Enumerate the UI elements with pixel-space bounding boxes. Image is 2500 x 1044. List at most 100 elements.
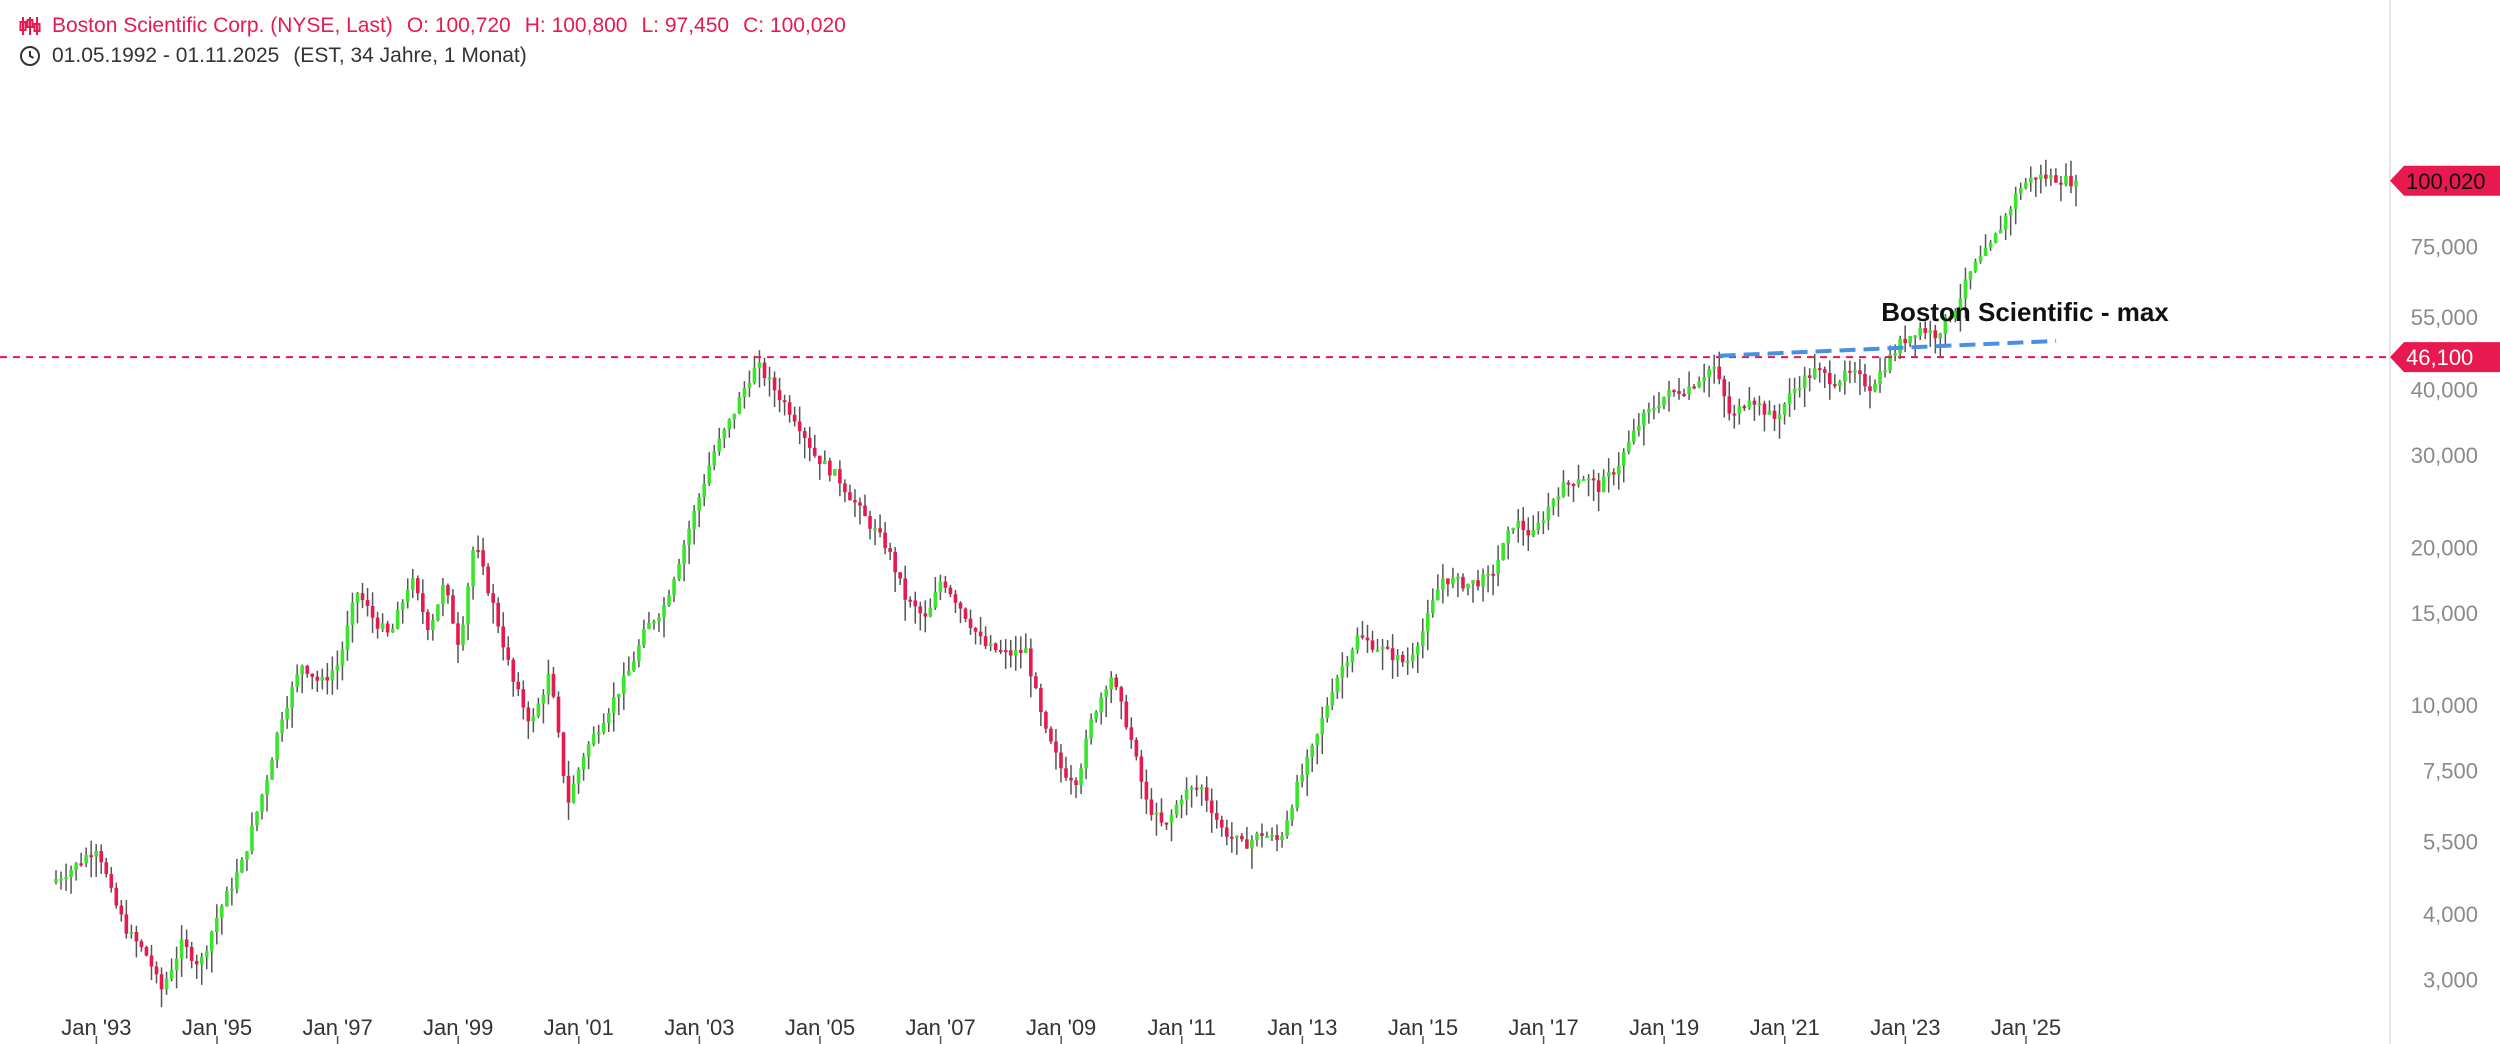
candle-body [913, 600, 918, 607]
candlestick-settings-icon[interactable] [18, 14, 42, 38]
candle-body [923, 613, 928, 617]
candle-body [1109, 677, 1114, 690]
candle-body [1390, 648, 1395, 661]
candle-body [652, 621, 656, 624]
candle-body [139, 941, 144, 948]
x-tick-label: Jan '21 [1750, 1015, 1820, 1040]
candle-body [325, 676, 330, 681]
trendline[interactable] [1719, 338, 2057, 358]
candle-body [1742, 406, 1747, 409]
candle-body [1184, 789, 1189, 800]
candle-body [1074, 780, 1078, 786]
last-price-label: 100,020 [2406, 169, 2486, 194]
candle-body [1848, 370, 1852, 373]
candle-body [1737, 406, 1742, 414]
candle-body [1400, 655, 1405, 663]
y-tick-label: 7,500 [2423, 759, 2478, 784]
candle-body [1621, 451, 1626, 466]
candle-body [963, 608, 968, 619]
candle-body [1858, 370, 1862, 375]
candle-body [933, 592, 938, 608]
candle-body [1647, 408, 1651, 413]
candle-body [114, 887, 119, 906]
candle-body [1471, 580, 1475, 584]
candle-body [707, 465, 712, 484]
candle-body [838, 469, 842, 484]
candle-body [1511, 527, 1516, 531]
candle-body [1838, 381, 1842, 387]
candle-body [179, 939, 184, 959]
candle-body [546, 673, 551, 696]
candle-body [1405, 661, 1410, 664]
clock-icon [20, 46, 40, 66]
candle-body [1777, 414, 1782, 419]
candle-body [1611, 472, 1616, 475]
candle-body [415, 578, 420, 594]
candle-body [737, 397, 742, 414]
candle-body [1536, 522, 1541, 531]
candle-body [1727, 396, 1732, 414]
candle-body [340, 649, 345, 666]
candle-body [1049, 728, 1053, 742]
candle-body [1119, 687, 1124, 702]
candle-body [1425, 612, 1430, 632]
candle-body [1541, 520, 1546, 523]
candle-body [2023, 182, 2028, 189]
candle-body [451, 595, 455, 624]
chart-header-range: 01.05.1992 - 01.11.2025 (EST, 34 Jahre, … [18, 44, 541, 68]
candle-body [1722, 379, 1727, 397]
candle-body [1089, 718, 1093, 739]
x-tick-label: Jan '11 [1147, 1015, 1216, 1040]
candle-body [370, 605, 375, 618]
date-range: 01.05.1992 - 01.11.2025 [52, 44, 280, 67]
candle-body [1938, 333, 1943, 339]
candle-body [285, 707, 289, 720]
candle-body [702, 483, 707, 498]
candle-body [265, 779, 269, 795]
candle-body [762, 362, 767, 379]
candle-body [154, 966, 159, 975]
candle-body [898, 572, 902, 579]
candle-body [310, 673, 315, 677]
x-tick-label: Jan '09 [1026, 1015, 1096, 1040]
candle-body [345, 624, 350, 650]
candle-body [1265, 835, 1269, 838]
y-tick-label: 15,000 [2411, 601, 2478, 626]
candle-body [777, 390, 782, 401]
candle-body [1787, 393, 1792, 404]
candle-body [1632, 430, 1636, 442]
candle-body [893, 551, 897, 573]
y-axis: 75,000 55,000 40,000 30,000 20,000 15,000 10,0… [2411, 234, 2478, 992]
candle-body [752, 367, 757, 383]
candle-body [2039, 174, 2043, 180]
candle-body [1556, 496, 1561, 500]
candle-body [1084, 738, 1088, 769]
candle-body [1044, 712, 1048, 729]
y-tick-label: 4,000 [2423, 902, 2478, 927]
candle-body [240, 859, 244, 873]
x-tick-label: Jan '03 [664, 1015, 734, 1040]
candle-body [194, 960, 199, 965]
candle-body [1124, 701, 1129, 728]
candle-body [1290, 807, 1294, 821]
max-price-marker [2390, 342, 2500, 373]
candle-body [571, 783, 576, 803]
candle-body [1039, 688, 1043, 713]
candle-body [1717, 366, 1722, 380]
candle-body [817, 455, 822, 465]
candle-body [1692, 386, 1696, 389]
candle-body [1707, 368, 1711, 378]
candle-body [1561, 482, 1566, 497]
candle-body [1702, 377, 1706, 382]
candle-body [868, 516, 872, 529]
candle-body [948, 587, 953, 595]
candle-body [1953, 311, 1958, 319]
candle-body [410, 578, 415, 590]
candle-body [647, 622, 651, 630]
candle-body [255, 811, 259, 826]
candle-body [1878, 370, 1882, 385]
candle-body [59, 878, 63, 881]
candle-body [1672, 390, 1676, 393]
candle-body [290, 686, 294, 708]
